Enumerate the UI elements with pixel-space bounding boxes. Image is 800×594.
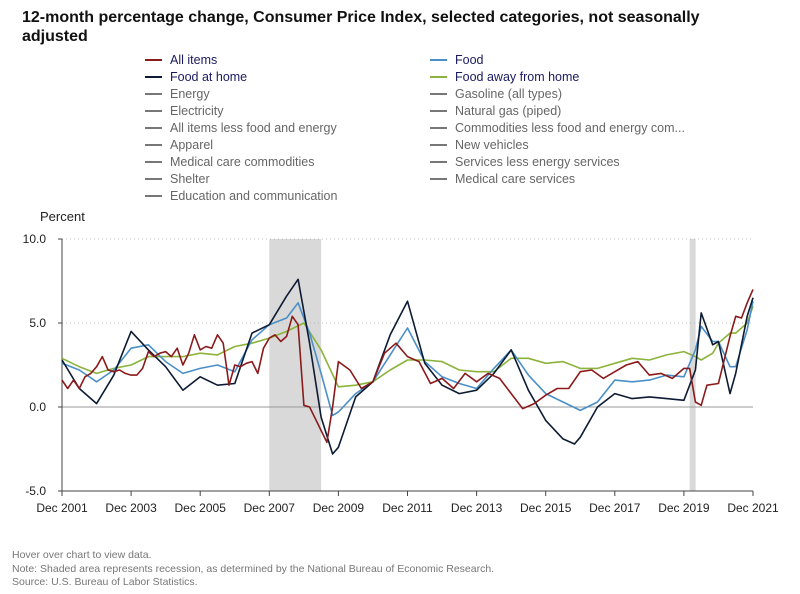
legend-item-natural-gas-piped[interactable]: Natural gas (piped) xyxy=(430,102,561,119)
legend-item-food-away-from-home[interactable]: Food away from home xyxy=(430,68,579,85)
x-tick-label: Dec 2005 xyxy=(175,501,227,515)
legend-swatch xyxy=(430,58,447,61)
legend-label: Natural gas (piped) xyxy=(455,103,562,118)
legend-item-education-and-communication[interactable]: Education and communication xyxy=(145,188,337,205)
legend-swatch xyxy=(430,75,447,78)
chart-title: 12-month percentage change, Consumer Pri… xyxy=(22,9,700,45)
legend-label: Gasoline (all types) xyxy=(455,86,562,101)
legend-label: New vehicles xyxy=(455,138,529,152)
legend-item-energy[interactable]: Energy xyxy=(145,85,210,102)
x-tick-label: Dec 2015 xyxy=(520,501,572,515)
series-line-food-away-from-home[interactable] xyxy=(61,305,754,388)
legend-item-new-vehicles[interactable]: New vehicles xyxy=(430,137,529,154)
legend-item-shelter[interactable]: Shelter xyxy=(145,171,210,188)
x-tick-label: Dec 2021 xyxy=(727,501,779,515)
legend-label: Apparel xyxy=(170,138,214,152)
legend-label: Food away from home xyxy=(455,69,580,84)
legend-swatch xyxy=(430,126,447,129)
legend-item-electricity[interactable]: Electricity xyxy=(145,102,223,119)
recession-band-1 xyxy=(689,239,696,491)
legend-item-gasoline-all-types[interactable]: Gasoline (all types) xyxy=(430,85,562,102)
legend-item-commodities-less-food-and-energy-com[interactable]: Commodities less food and energy com... xyxy=(430,119,685,136)
legend-swatch xyxy=(430,178,447,181)
y-tick-label: 5.0 xyxy=(29,316,46,330)
y-tick-label: 10.0 xyxy=(23,232,47,246)
legend-swatch xyxy=(145,75,162,78)
legend-label: Energy xyxy=(170,86,210,101)
legend-swatch xyxy=(430,109,447,112)
y-tick-label: -5.0 xyxy=(25,484,46,498)
x-tick-label: Dec 2017 xyxy=(589,501,641,515)
legend-item-food[interactable]: Food xyxy=(430,51,484,68)
x-tick-label: Dec 2001 xyxy=(36,501,88,515)
legend-swatch xyxy=(145,195,162,198)
x-tick-label: Dec 2003 xyxy=(105,501,157,515)
y-axis-label: Percent xyxy=(40,209,85,224)
legend-swatch xyxy=(145,178,162,181)
legend-swatch xyxy=(145,92,162,95)
legend-label: Food at home xyxy=(170,69,248,84)
x-tick-label: Dec 2009 xyxy=(313,501,365,515)
legend-item-food-at-home[interactable]: Food at home xyxy=(145,68,247,85)
legend-label: Electricity xyxy=(170,103,224,118)
legend-label: Education and communication xyxy=(170,189,338,204)
x-tick-label: Dec 2007 xyxy=(244,501,296,515)
x-tick-label: Dec 2019 xyxy=(658,501,710,515)
legend-label: Medical care commodities xyxy=(170,155,315,170)
legend-swatch xyxy=(430,144,447,146)
legend-swatch xyxy=(430,92,447,95)
series-line-food-at-home[interactable] xyxy=(61,278,754,455)
legend-label: Commodities less food and energy com... xyxy=(455,120,685,135)
legend-item-medical-care-services[interactable]: Medical care services xyxy=(430,171,575,188)
source-note: Source: U.S. Bureau of Labor Statistics. xyxy=(12,576,198,588)
legend-item-services-less-energy-services[interactable]: Services less energy services xyxy=(430,154,620,171)
legend-swatch xyxy=(430,161,447,164)
legend-swatch xyxy=(145,58,162,61)
y-tick-label: 0.0 xyxy=(29,400,46,414)
legend-item-apparel[interactable]: Apparel xyxy=(145,137,213,154)
series-line-all-items[interactable] xyxy=(61,289,754,444)
legend-item-all-items-less-food-and-energy[interactable]: All items less food and energy xyxy=(145,119,337,136)
x-tick-label: Dec 2011 xyxy=(382,501,433,515)
legend-label: Shelter xyxy=(170,172,210,187)
legend-swatch xyxy=(145,144,162,146)
legend-label: Food xyxy=(455,52,484,67)
recession-note: Note: Shaded area represents recession, … xyxy=(12,562,495,575)
legend-label: All items less food and energy xyxy=(170,120,337,135)
legend-item-medical-care-commodities[interactable]: Medical care commodities xyxy=(145,154,315,171)
legend-swatch xyxy=(145,126,162,129)
legend-label: Medical care services xyxy=(455,172,576,187)
legend-item-all-items[interactable]: All items xyxy=(145,51,217,68)
x-tick-label: Dec 2013 xyxy=(451,501,503,515)
legend-swatch xyxy=(145,109,162,112)
legend-label: Services less energy services xyxy=(455,155,620,170)
chart-footer: Hover over chart to view data. Note: Sha… xyxy=(12,549,494,590)
legend-swatch xyxy=(145,161,162,164)
series-line-food[interactable] xyxy=(61,301,754,417)
legend-label: All items xyxy=(170,52,218,67)
hover-hint: Hover over chart to view data. xyxy=(12,549,152,561)
